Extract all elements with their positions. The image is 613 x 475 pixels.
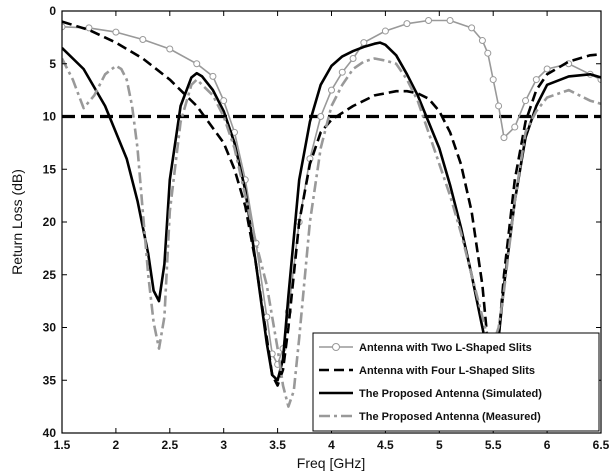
series-point xyxy=(328,86,335,94)
legend-label: Antenna with Four L-Shaped Slits xyxy=(359,365,535,377)
series-point xyxy=(511,123,519,131)
series-point xyxy=(360,39,368,47)
series-point xyxy=(446,16,454,24)
legend-item: The Proposed Antenna (Measured) xyxy=(319,411,541,423)
series-point xyxy=(193,60,201,68)
series-point xyxy=(500,134,508,142)
x-tick-label: 6.5 xyxy=(593,438,610,452)
legend-label: The Proposed Antenna (Measured) xyxy=(359,411,541,423)
x-tick-label: 3.5 xyxy=(269,438,286,452)
series-point xyxy=(166,45,174,53)
x-axis-label: Freq [GHz] xyxy=(297,455,365,471)
x-tick-label: 5 xyxy=(436,438,443,452)
series-point xyxy=(338,68,346,76)
legend-item: Antenna with Two L-Shaped Slits xyxy=(319,342,532,354)
legend: Antenna with Two L-Shaped Slits Antenna w… xyxy=(312,332,600,432)
x-tick-label: 6 xyxy=(544,438,551,452)
y-tick-label: 0 xyxy=(49,4,56,18)
y-tick-label: 5 xyxy=(49,57,56,71)
series-point xyxy=(62,23,66,31)
series-point xyxy=(543,65,551,73)
x-tick-label: 1.5 xyxy=(54,438,71,452)
legend-item: The Proposed Antenna (Simulated) xyxy=(319,388,542,400)
x-tick-label: 4.5 xyxy=(377,438,394,452)
y-tick-label: 35 xyxy=(43,373,57,387)
x-tick-label: 5.5 xyxy=(485,438,502,452)
legend-label: Antenna with Two L-Shaped Slits xyxy=(359,342,532,354)
series-point xyxy=(425,16,433,24)
series-point xyxy=(317,113,325,120)
y-tick-label: 30 xyxy=(43,321,57,335)
series-point xyxy=(495,102,503,110)
series-line xyxy=(62,19,601,366)
x-tick-label: 4 xyxy=(328,438,335,452)
series-point xyxy=(139,35,147,43)
series-point xyxy=(522,97,530,105)
y-tick-label: 20 xyxy=(43,215,57,229)
series-point xyxy=(489,76,497,84)
series-point xyxy=(532,76,540,84)
series-point xyxy=(381,27,389,35)
series-line xyxy=(62,20,601,387)
y-axis: 0 5 10 15 20 25 30 35 40 xyxy=(43,4,601,440)
x-tick-label: 2 xyxy=(113,438,120,452)
series-point xyxy=(112,28,120,36)
series-point xyxy=(209,72,217,80)
y-tick-label: 15 xyxy=(43,162,57,176)
series-point xyxy=(220,97,228,105)
legend-label: The Proposed Antenna (Simulated) xyxy=(359,388,542,400)
series-1 xyxy=(62,20,601,387)
y-axis-label: Return Loss (dB) xyxy=(9,169,25,275)
legend-marker xyxy=(332,343,340,351)
y-tick-label: 10 xyxy=(43,110,57,124)
series-point xyxy=(468,24,476,32)
legend-item: Antenna with Four L-Shaped Slits xyxy=(319,365,535,377)
x-tick-label: 3 xyxy=(220,438,227,452)
y-tick-label: 25 xyxy=(43,268,57,282)
series-point xyxy=(349,54,357,62)
x-tick-label: 2.5 xyxy=(161,438,178,452)
y-tick-label: 40 xyxy=(43,426,57,440)
series-point xyxy=(484,49,492,57)
legend-box xyxy=(312,332,600,432)
series-point xyxy=(403,20,411,28)
series-point xyxy=(478,37,486,45)
